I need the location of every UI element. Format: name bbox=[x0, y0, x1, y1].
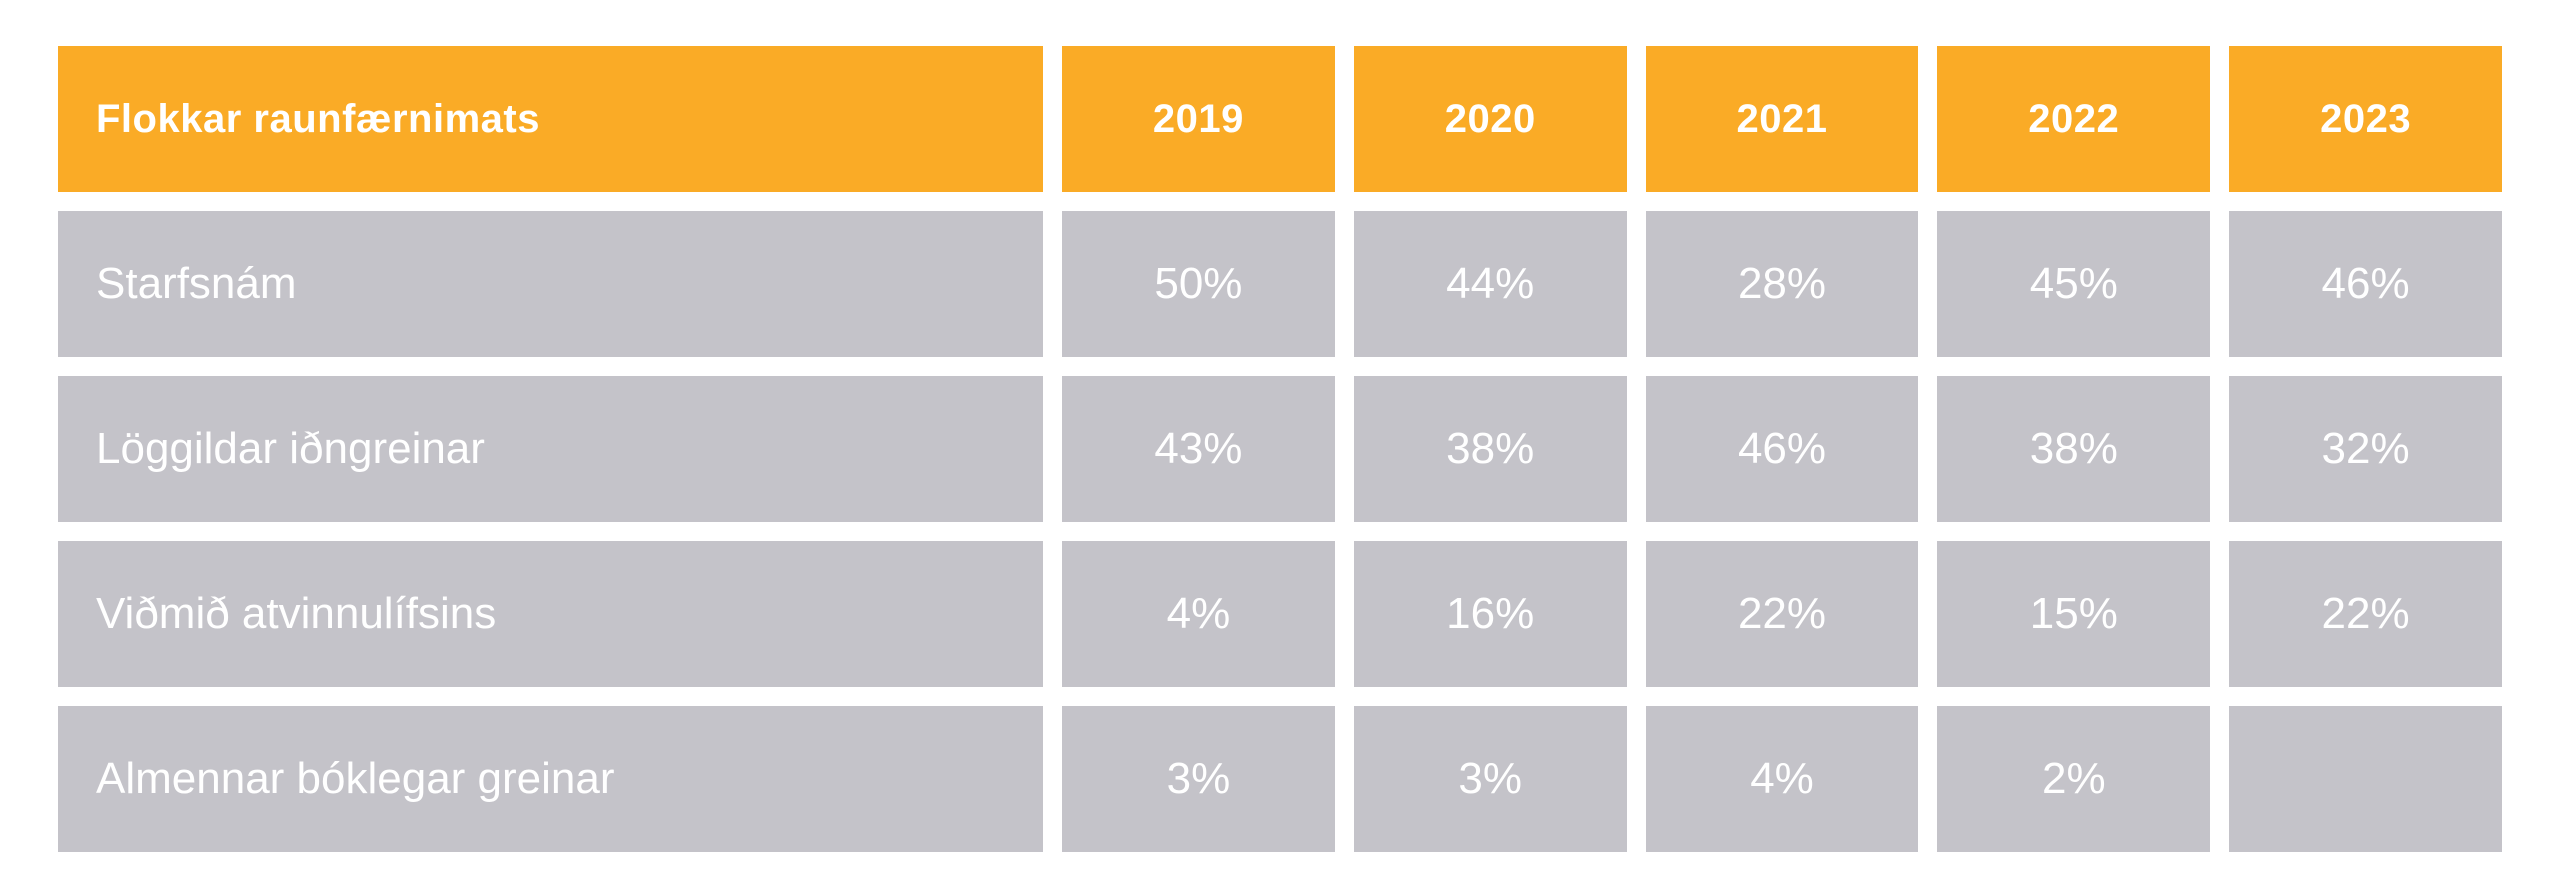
table-cell: 22% bbox=[1645, 541, 1919, 687]
table-cell: 2% bbox=[1937, 706, 2211, 852]
table-cell: 46% bbox=[2229, 211, 2502, 357]
year-header-label: 2021 bbox=[1736, 96, 1828, 141]
table-header-year-2023: 2023 bbox=[2229, 46, 2502, 192]
table-cell: 16% bbox=[1353, 541, 1627, 687]
row-label-text: Almennar bóklegar greinar bbox=[96, 754, 615, 803]
table-cell: 4% bbox=[1645, 706, 1919, 852]
table-header-year-2022: 2022 bbox=[1937, 46, 2211, 192]
table-cell: 3% bbox=[1353, 706, 1627, 852]
table-header-category: Flokkar raunfærnimats bbox=[58, 46, 1043, 192]
table-cell: 50% bbox=[1062, 211, 1335, 357]
cell-value: 46% bbox=[1737, 424, 1827, 473]
row-label-text: Starfsnám bbox=[96, 259, 297, 308]
cell-value: 3% bbox=[1166, 754, 1231, 803]
table-cell: 22% bbox=[2229, 541, 2502, 687]
table-cell: 45% bbox=[1937, 211, 2211, 357]
table-cell: 32% bbox=[2229, 376, 2502, 522]
cell-value: 15% bbox=[2029, 589, 2118, 638]
year-header-label: 2020 bbox=[1444, 96, 1536, 141]
table-cell: 46% bbox=[1645, 376, 1919, 522]
table-cell: 15% bbox=[1937, 541, 2211, 687]
cell-value: 32% bbox=[2321, 424, 2410, 473]
table-header-year-2021: 2021 bbox=[1645, 46, 1919, 192]
table-cell: 38% bbox=[1937, 376, 2211, 522]
table-cell: 43% bbox=[1062, 376, 1335, 522]
cell-value: 4% bbox=[1750, 754, 1814, 803]
table-row-label: Viðmið atvinnulífsins bbox=[58, 541, 1043, 687]
cell-value: 28% bbox=[1737, 259, 1827, 308]
table-row-label: Löggildar iðngreinar bbox=[58, 376, 1043, 522]
cell-value: 43% bbox=[1154, 424, 1243, 473]
table-header-category-label: Flokkar raunfærnimats bbox=[96, 96, 540, 141]
cell-value: 38% bbox=[2029, 424, 2118, 473]
table-cell-empty bbox=[2229, 706, 2502, 852]
row-label-text: Viðmið atvinnulífsins bbox=[96, 589, 497, 638]
assessment-categories-table: Flokkar raunfærnimats 2019 2020 2021 202… bbox=[58, 46, 2502, 852]
year-header-label: 2022 bbox=[2028, 96, 2120, 141]
table-cell: 3% bbox=[1062, 706, 1335, 852]
year-header-label: 2023 bbox=[2320, 96, 2412, 141]
cell-value: 3% bbox=[1458, 754, 1522, 803]
table-row-label: Starfsnám bbox=[58, 211, 1043, 357]
cell-value: 46% bbox=[2321, 259, 2410, 308]
cell-value: 38% bbox=[1446, 424, 1535, 473]
cell-value: 50% bbox=[1154, 259, 1243, 308]
cell-value: 2% bbox=[2041, 754, 2106, 803]
table-header-year-2019: 2019 bbox=[1062, 46, 1335, 192]
table-cell: 28% bbox=[1645, 211, 1919, 357]
table-cell: 44% bbox=[1353, 211, 1627, 357]
table-grid: Flokkar raunfærnimats 2019 2020 2021 202… bbox=[58, 46, 2502, 852]
year-header-label: 2019 bbox=[1152, 96, 1244, 141]
table-cell: 4% bbox=[1062, 541, 1335, 687]
cell-value: 44% bbox=[1446, 259, 1535, 308]
cell-value: 45% bbox=[2029, 259, 2118, 308]
table-header-year-2020: 2020 bbox=[1353, 46, 1627, 192]
cell-value: 16% bbox=[1446, 589, 1535, 638]
row-label-text: Löggildar iðngreinar bbox=[96, 424, 485, 473]
table-row-label: Almennar bóklegar greinar bbox=[58, 706, 1043, 852]
cell-value: 4% bbox=[1166, 589, 1231, 638]
cell-value: 22% bbox=[1737, 589, 1827, 638]
cell-value: 22% bbox=[2321, 589, 2410, 638]
table-cell: 38% bbox=[1353, 376, 1627, 522]
